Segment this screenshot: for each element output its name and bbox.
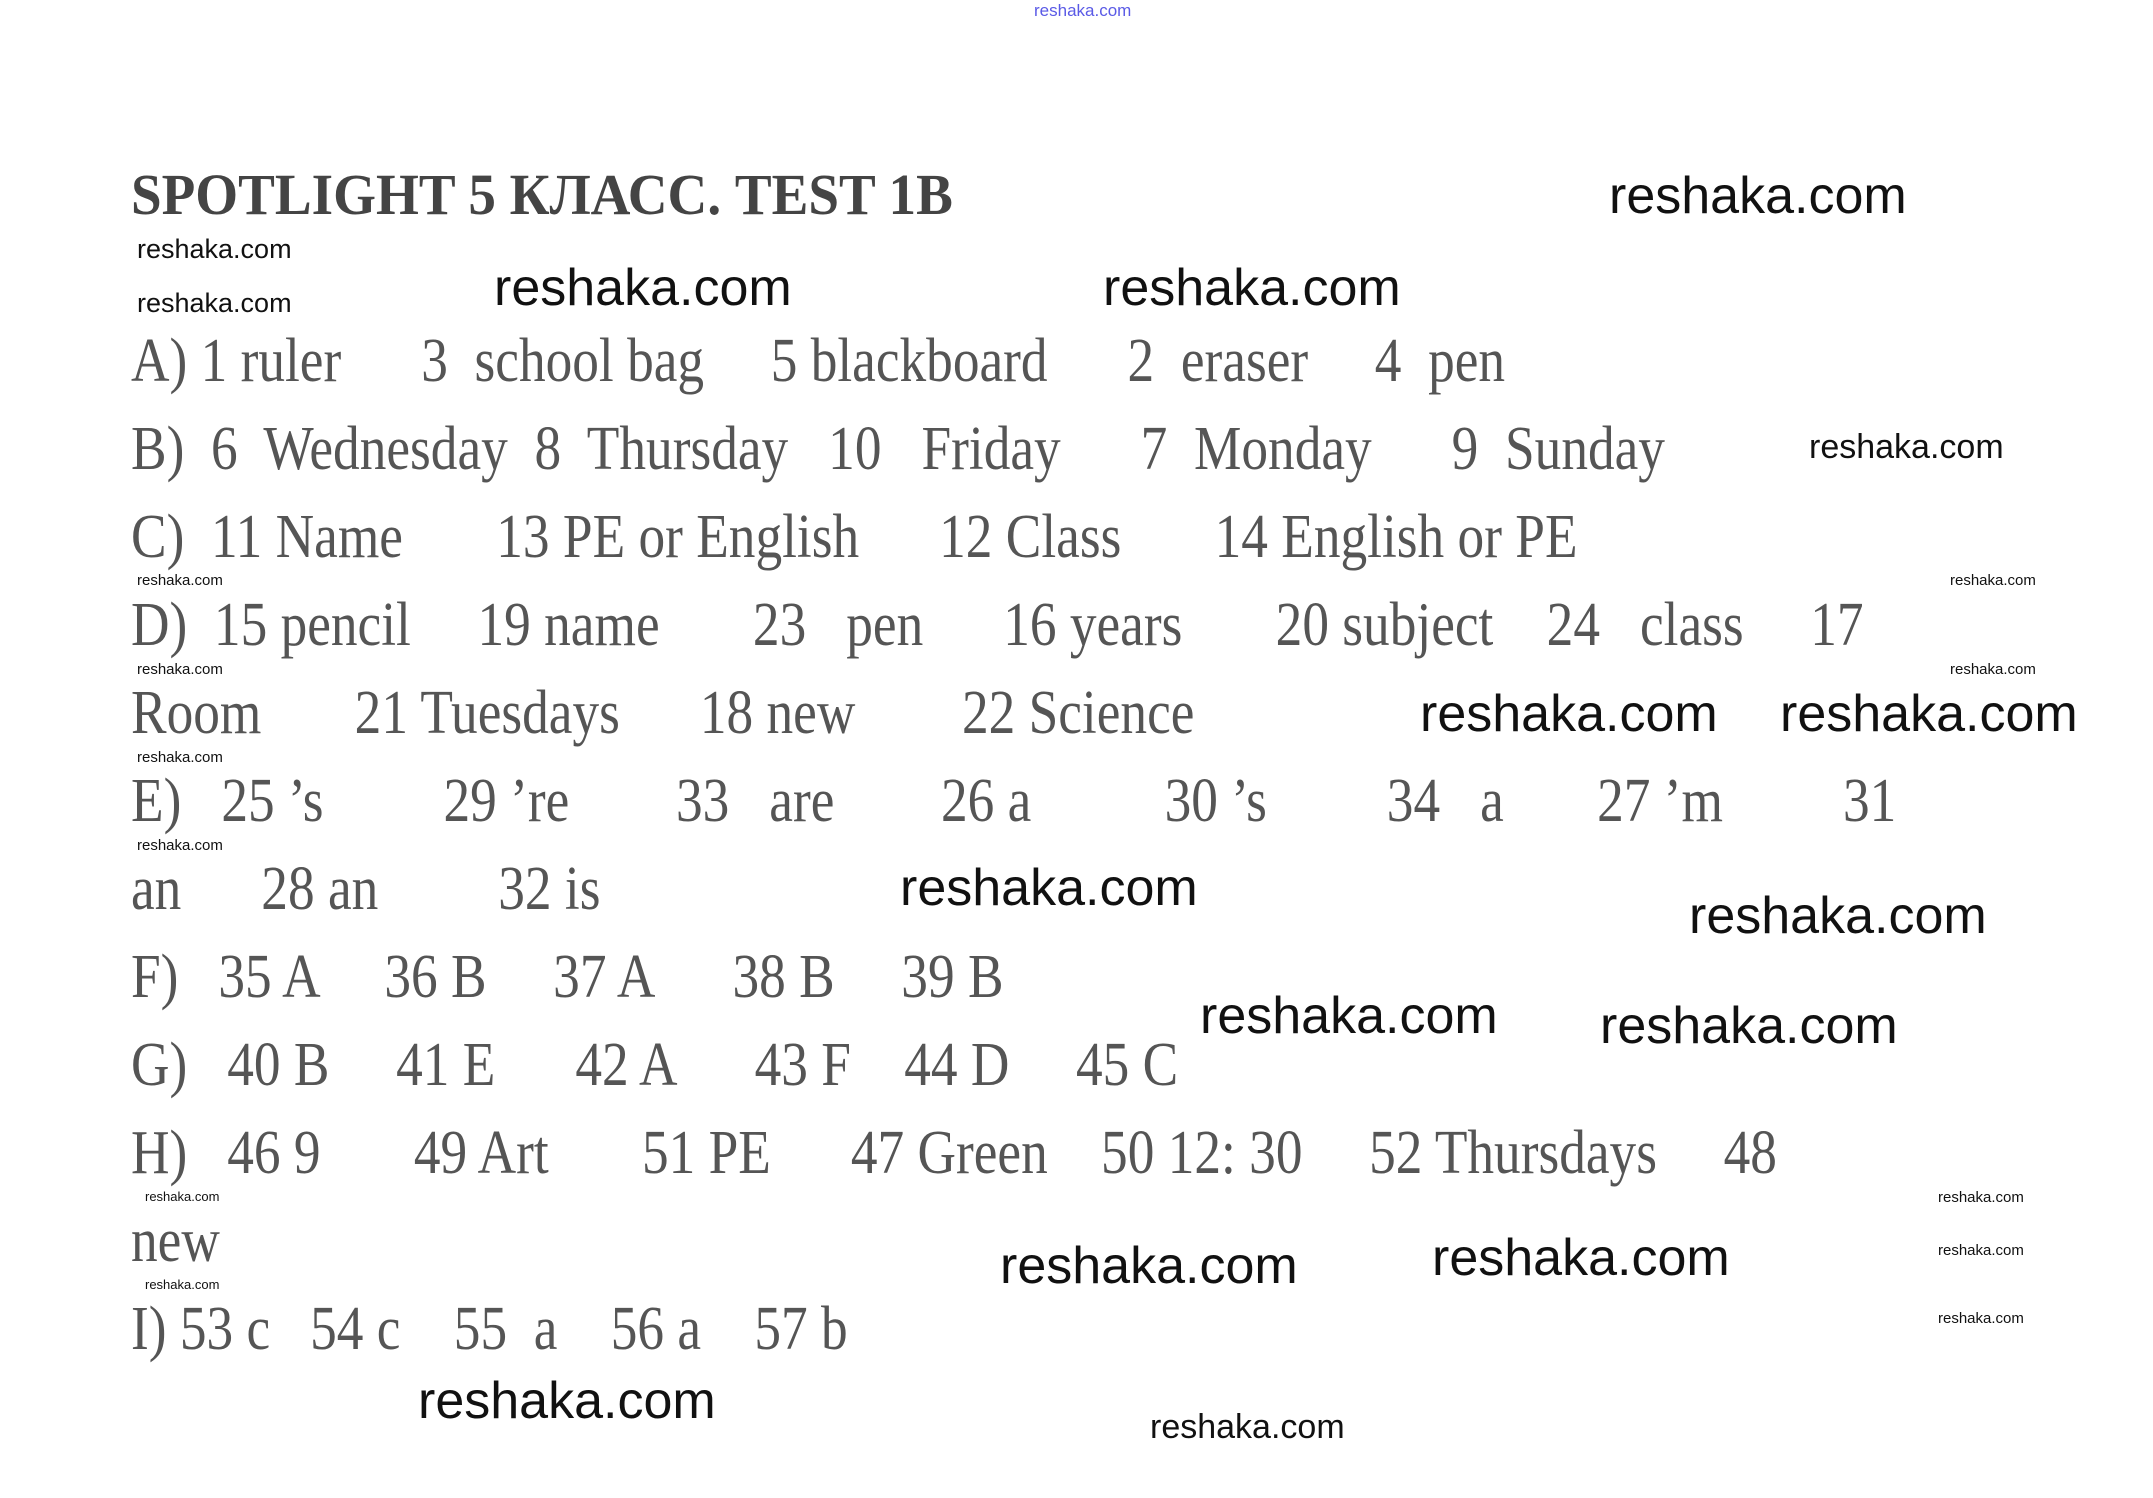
- watermark: reshaka.com: [137, 572, 223, 589]
- answers-f: F) 35 A 36 B 37 A 38 B 39 B: [131, 943, 1004, 1011]
- watermark: reshaka.com: [1000, 1237, 1298, 1295]
- watermark: reshaka.com: [1200, 987, 1498, 1045]
- watermark: reshaka.com: [137, 749, 223, 766]
- watermark: reshaka.com: [1103, 259, 1401, 317]
- watermark: reshaka.com: [1600, 997, 1898, 1055]
- answers-a: A) 1 ruler 3 school bag 5 blackboard 2 e…: [131, 327, 1506, 395]
- watermark: reshaka.com: [137, 234, 292, 264]
- watermark: reshaka.com: [1432, 1229, 1730, 1287]
- answers-d: D) 15 pencil 19 name 23 pen 16 years 20 …: [131, 591, 1864, 659]
- watermark: reshaka.com: [1150, 1408, 1345, 1446]
- watermark: reshaka.com: [1420, 685, 1718, 743]
- watermark: reshaka.com: [1938, 1242, 2024, 1259]
- answers-h-cont: new: [131, 1207, 220, 1275]
- answers-d-cont: Room 21 Tuesdays 18 new 22 Science: [131, 679, 1195, 747]
- watermark: reshaka.com: [145, 1277, 220, 1292]
- watermark: reshaka.com: [1938, 1189, 2024, 1206]
- watermark: reshaka.com: [1689, 887, 1987, 945]
- answers-e-cont: an 28 an 32 is: [131, 855, 601, 923]
- watermark: reshaka.com: [1609, 167, 1907, 225]
- page-title: SPOTLIGHT 5 КЛАСС. TEST 1B: [131, 162, 953, 227]
- watermark: reshaka.com: [1950, 661, 2036, 678]
- watermark: reshaka.com: [137, 288, 292, 318]
- answers-i: I) 53 c 54 c 55 a 56 a 57 b: [131, 1295, 848, 1363]
- watermark: reshaka.com: [137, 837, 223, 854]
- answers-g: G) 40 B 41 E 42 A 43 F 44 D 45 C: [131, 1031, 1179, 1099]
- answers-c: C) 11 Name 13 PE or English 12 Class 14 …: [131, 503, 1578, 571]
- watermark: reshaka.com: [1938, 1310, 2024, 1327]
- watermark: reshaka.com: [494, 259, 792, 317]
- answers-h: H) 46 9 49 Art 51 PE 47 Green 50 12: 30 …: [131, 1119, 1777, 1187]
- watermark: reshaka.com: [137, 661, 223, 678]
- answers-e: E) 25 ’s 29 ’re 33 are 26 a 30 ’s 34 a 2…: [131, 767, 1897, 835]
- watermark-top: reshaka.com: [1034, 1, 1132, 20]
- watermark: reshaka.com: [1780, 685, 2078, 743]
- watermark: reshaka.com: [900, 859, 1198, 917]
- watermark: reshaka.com: [1809, 428, 2004, 466]
- watermark: reshaka.com: [1950, 572, 2036, 589]
- watermark: reshaka.com: [418, 1372, 716, 1430]
- watermark: reshaka.com: [145, 1189, 220, 1204]
- answers-b: B) 6 Wednesday 8 Thursday 10 Friday 7 Mo…: [131, 415, 1665, 483]
